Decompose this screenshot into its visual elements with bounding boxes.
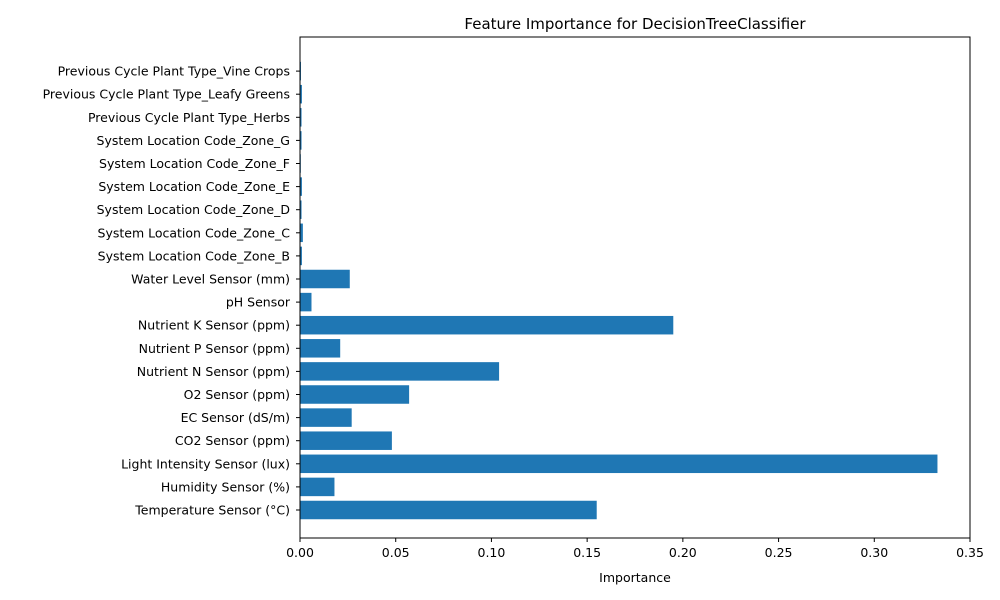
bar	[300, 223, 303, 243]
x-tick-label: 0.25	[765, 545, 793, 560]
y-tick-label: System Location Code_Zone_E	[98, 179, 290, 194]
x-tick-label: 0.05	[382, 545, 410, 560]
y-tick-label: Humidity Sensor (%)	[161, 479, 290, 494]
bar	[300, 108, 302, 127]
bar	[300, 84, 302, 104]
bar	[300, 200, 302, 219]
y-tick-label: Temperature Sensor (°C)	[134, 503, 290, 518]
y-tick-label: Previous Cycle Plant Type_Herbs	[88, 110, 290, 125]
y-tick-label: System Location Code_Zone_F	[99, 156, 290, 171]
bar	[300, 315, 674, 335]
bar	[300, 431, 392, 450]
x-axis-title: Importance	[599, 570, 671, 585]
bar	[300, 477, 335, 497]
x-ticks: 0.00 0.05 0.10 0.15 0.20 0.25 0.30 0.35	[286, 538, 984, 560]
bar	[300, 177, 302, 196]
y-tick-labels: Temperature Sensor (°C) Humidity Sensor (…	[43, 64, 300, 518]
y-tick-label: EC Sensor (dS/m)	[181, 410, 290, 425]
bar	[300, 385, 410, 404]
bar	[300, 408, 352, 427]
x-tick-label: 0.00	[286, 545, 314, 560]
y-tick-label: O2 Sensor (ppm)	[184, 387, 290, 402]
bar	[300, 454, 938, 474]
x-tick-label: 0.20	[669, 545, 697, 560]
y-tick-label: System Location Code_Zone_C	[98, 225, 291, 240]
y-tick-label: pH Sensor	[226, 295, 291, 310]
chart-title: Feature Importance for DecisionTreeClass…	[464, 15, 806, 33]
x-tick-label: 0.10	[478, 545, 506, 560]
x-tick-label: 0.35	[956, 545, 984, 560]
y-tick-label: System Location Code_Zone_G	[97, 133, 290, 148]
bar	[300, 500, 597, 520]
x-tick-label: 0.15	[573, 545, 601, 560]
y-tick-label: Nutrient P Sensor (ppm)	[139, 341, 290, 356]
plot-frame	[299, 36, 971, 539]
y-tick-label: System Location Code_Zone_B	[98, 248, 290, 263]
bar	[300, 131, 302, 150]
bar	[300, 292, 312, 312]
y-tick-label: Nutrient K Sensor (ppm)	[138, 318, 290, 333]
y-tick-label: Water Level Sensor (mm)	[131, 272, 290, 287]
y-tick-label: Previous Cycle Plant Type_Leafy Greens	[43, 87, 290, 102]
bar	[300, 269, 350, 289]
bar	[300, 362, 500, 381]
y-tick-label: Nutrient N Sensor (ppm)	[137, 364, 290, 379]
bar	[300, 339, 341, 358]
y-tick-label: Light Intensity Sensor (lux)	[121, 456, 290, 471]
x-tick-label: 0.30	[860, 545, 888, 560]
y-tick-label: System Location Code_Zone_D	[97, 202, 290, 217]
bar	[300, 246, 302, 266]
y-tick-label: Previous Cycle Plant Type_Vine Crops	[58, 64, 290, 79]
y-tick-label: CO2 Sensor (ppm)	[175, 433, 290, 448]
